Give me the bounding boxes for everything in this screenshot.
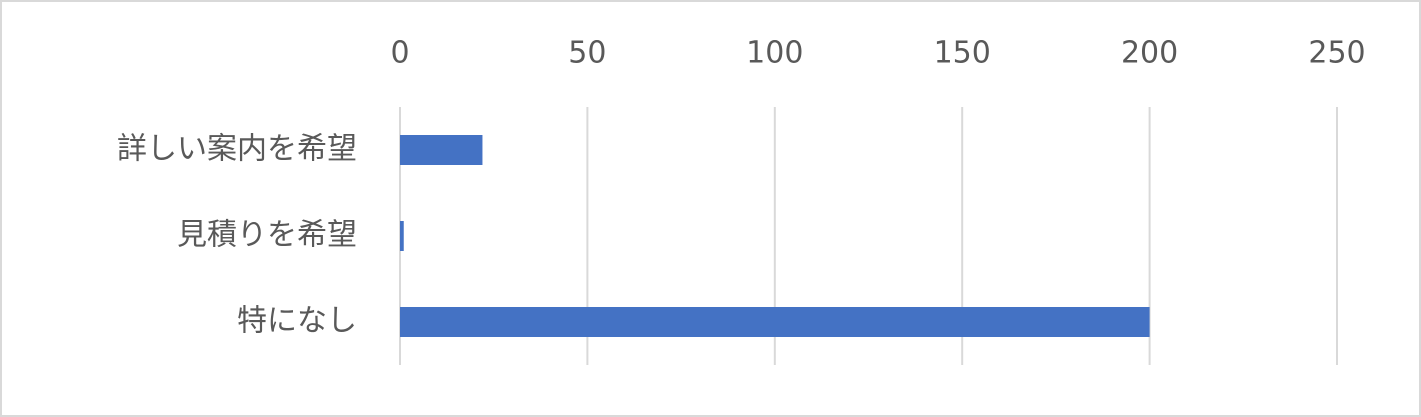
x-tick-label: 150 [934,36,991,71]
x-tick-label: 50 [568,36,606,71]
x-tick-label: 250 [1308,36,1365,71]
y-tick-label: 特になし [237,304,357,339]
y-tick-label: 見積りを希望 [177,218,357,253]
x-tick-label: 0 [390,36,409,71]
bar [400,135,483,165]
x-tick-label: 100 [746,36,803,71]
y-tick-label: 詳しい案内を希望 [117,132,357,167]
bar [400,307,1150,337]
bar [400,221,404,251]
x-tick-label: 200 [1121,36,1178,71]
